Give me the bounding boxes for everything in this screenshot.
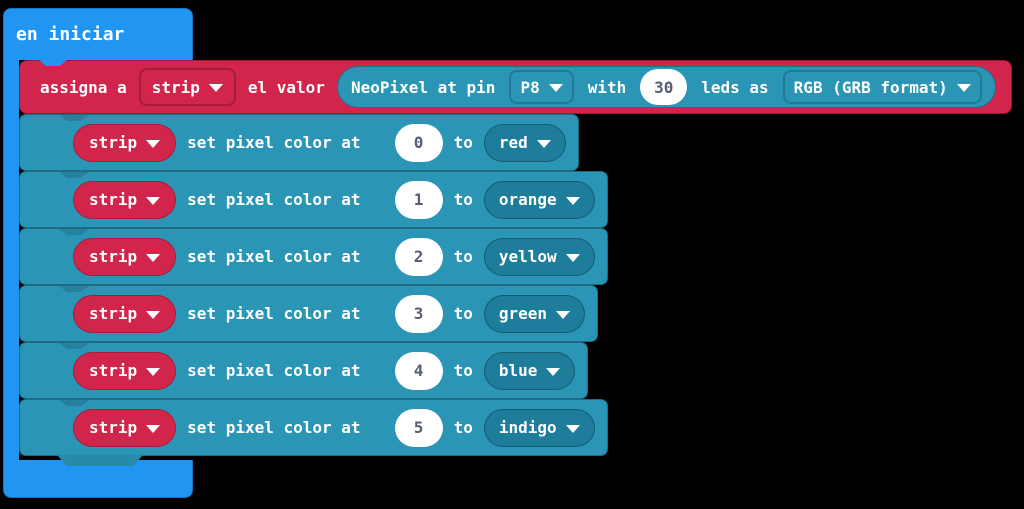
- variable-dropdown[interactable]: strip: [138, 68, 236, 106]
- color-dropdown[interactable]: indigo: [483, 408, 595, 447]
- color-dropdown[interactable]: orange: [483, 180, 595, 219]
- assign-suffix-label: el valor: [247, 77, 325, 97]
- to-label: to: [453, 304, 473, 323]
- set-pixel-label: set pixel color at: [187, 133, 361, 152]
- chevron-down-icon: [565, 196, 580, 205]
- strip-variable-pill[interactable]: strip: [73, 294, 177, 333]
- color-dropdown-label: indigo: [498, 418, 557, 437]
- chevron-down-icon: [146, 196, 161, 205]
- pin-dropdown-label: P8: [520, 77, 540, 97]
- block-connector-tab: [57, 455, 143, 466]
- variable-dropdown-label: strip: [151, 77, 200, 97]
- set-pixel-block[interactable]: strip set pixel color at 2 to yellow: [19, 228, 608, 285]
- block-connector-notch: [38, 59, 68, 66]
- on-start-block-footer: [3, 460, 193, 498]
- to-label: to: [453, 190, 473, 209]
- set-pixel-label: set pixel color at: [187, 190, 361, 209]
- pixel-index-input[interactable]: 4: [394, 351, 443, 390]
- color-dropdown-label: red: [498, 133, 528, 152]
- chevron-down-icon: [546, 367, 561, 376]
- chevron-down-icon: [146, 367, 161, 376]
- pixel-index-input[interactable]: 3: [394, 294, 443, 333]
- block-connector-notch: [59, 400, 89, 406]
- chevron-down-icon: [565, 424, 580, 433]
- on-start-block-spine: [3, 58, 19, 470]
- set-pixel-label: set pixel color at: [187, 247, 361, 266]
- neopixel-create-block[interactable]: NeoPixel at pin P8 with 30 leds as RGB (…: [336, 66, 996, 108]
- format-dropdown-label: RGB (GRB format): [793, 77, 948, 97]
- set-variable-block[interactable]: assigna a strip el valor NeoPixel at pin…: [19, 60, 1012, 114]
- neopixel-pin-label: NeoPixel at pin: [350, 77, 496, 97]
- strip-variable-label: strip: [89, 133, 138, 152]
- color-dropdown-label: yellow: [498, 247, 557, 266]
- set-pixel-label: set pixel color at: [187, 304, 361, 323]
- chevron-down-icon: [146, 139, 161, 148]
- set-pixel-label: set pixel color at: [187, 418, 361, 437]
- strip-variable-label: strip: [89, 361, 138, 380]
- to-label: to: [453, 133, 473, 152]
- strip-variable-label: strip: [89, 190, 138, 209]
- pixel-index-value: 1: [413, 190, 424, 209]
- assign-prefix-label: assigna a: [40, 77, 127, 97]
- pixel-index-value: 2: [413, 247, 424, 266]
- color-dropdown-label: blue: [498, 361, 538, 380]
- block-connector-notch: [59, 286, 89, 292]
- pixel-index-input[interactable]: 2: [394, 237, 443, 276]
- set-pixel-block[interactable]: strip set pixel color at 1 to orange: [19, 171, 608, 228]
- set-pixel-label: set pixel color at: [187, 361, 361, 380]
- color-dropdown-label: green: [498, 304, 547, 323]
- strip-variable-pill[interactable]: strip: [73, 237, 177, 276]
- strip-variable-pill[interactable]: strip: [73, 180, 177, 219]
- set-pixel-block[interactable]: strip set pixel color at 0 to red: [19, 114, 579, 171]
- chevron-down-icon: [146, 310, 161, 319]
- pixel-index-value: 3: [413, 304, 424, 323]
- block-connector-notch: [59, 343, 89, 349]
- on-start-label: en iniciar: [16, 24, 125, 45]
- chevron-down-icon: [556, 310, 570, 319]
- led-count-value: 30: [654, 77, 674, 97]
- strip-variable-label: strip: [89, 418, 138, 437]
- strip-variable-pill[interactable]: strip: [73, 408, 177, 447]
- block-connector-notch: [59, 172, 89, 178]
- chevron-down-icon: [565, 253, 580, 262]
- chevron-down-icon: [536, 139, 551, 148]
- chevron-down-icon: [208, 84, 223, 92]
- pixel-index-input[interactable]: 0: [394, 123, 443, 162]
- strip-variable-pill[interactable]: strip: [73, 123, 177, 162]
- color-dropdown[interactable]: yellow: [483, 237, 595, 276]
- set-pixel-block[interactable]: strip set pixel color at 5 to indigo: [19, 399, 608, 456]
- color-dropdown[interactable]: blue: [483, 351, 576, 390]
- to-label: to: [453, 247, 473, 266]
- pixel-index-value: 0: [413, 133, 424, 152]
- on-start-block-header[interactable]: en iniciar: [3, 8, 193, 60]
- strip-variable-pill[interactable]: strip: [73, 351, 177, 390]
- block-connector-notch: [59, 229, 89, 235]
- neopixel-leds-as-label: leds as: [701, 77, 769, 97]
- pixel-index-value: 4: [413, 361, 424, 380]
- chevron-down-icon: [146, 424, 161, 433]
- strip-variable-label: strip: [89, 304, 138, 323]
- color-dropdown-label: orange: [498, 190, 557, 209]
- neopixel-with-label: with: [587, 77, 627, 97]
- block-connector-notch: [59, 115, 89, 121]
- pin-dropdown[interactable]: P8: [509, 70, 574, 104]
- led-count-input[interactable]: 30: [640, 69, 688, 105]
- chevron-down-icon: [146, 253, 161, 262]
- pixel-index-input[interactable]: 1: [394, 180, 443, 219]
- to-label: to: [453, 361, 473, 380]
- strip-variable-label: strip: [89, 247, 138, 266]
- color-dropdown[interactable]: green: [483, 294, 585, 333]
- pixel-index-value: 5: [413, 418, 424, 437]
- pixel-index-input[interactable]: 5: [394, 408, 443, 447]
- format-dropdown[interactable]: RGB (GRB format): [782, 70, 982, 104]
- set-pixel-block[interactable]: strip set pixel color at 4 to blue: [19, 342, 589, 399]
- to-label: to: [453, 418, 473, 437]
- set-pixel-rows: strip set pixel color at 0 to red strip …: [19, 114, 608, 456]
- chevron-down-icon: [956, 84, 971, 92]
- color-dropdown[interactable]: red: [483, 123, 566, 162]
- set-pixel-block[interactable]: strip set pixel color at 3 to green: [19, 285, 598, 342]
- chevron-down-icon: [548, 84, 563, 92]
